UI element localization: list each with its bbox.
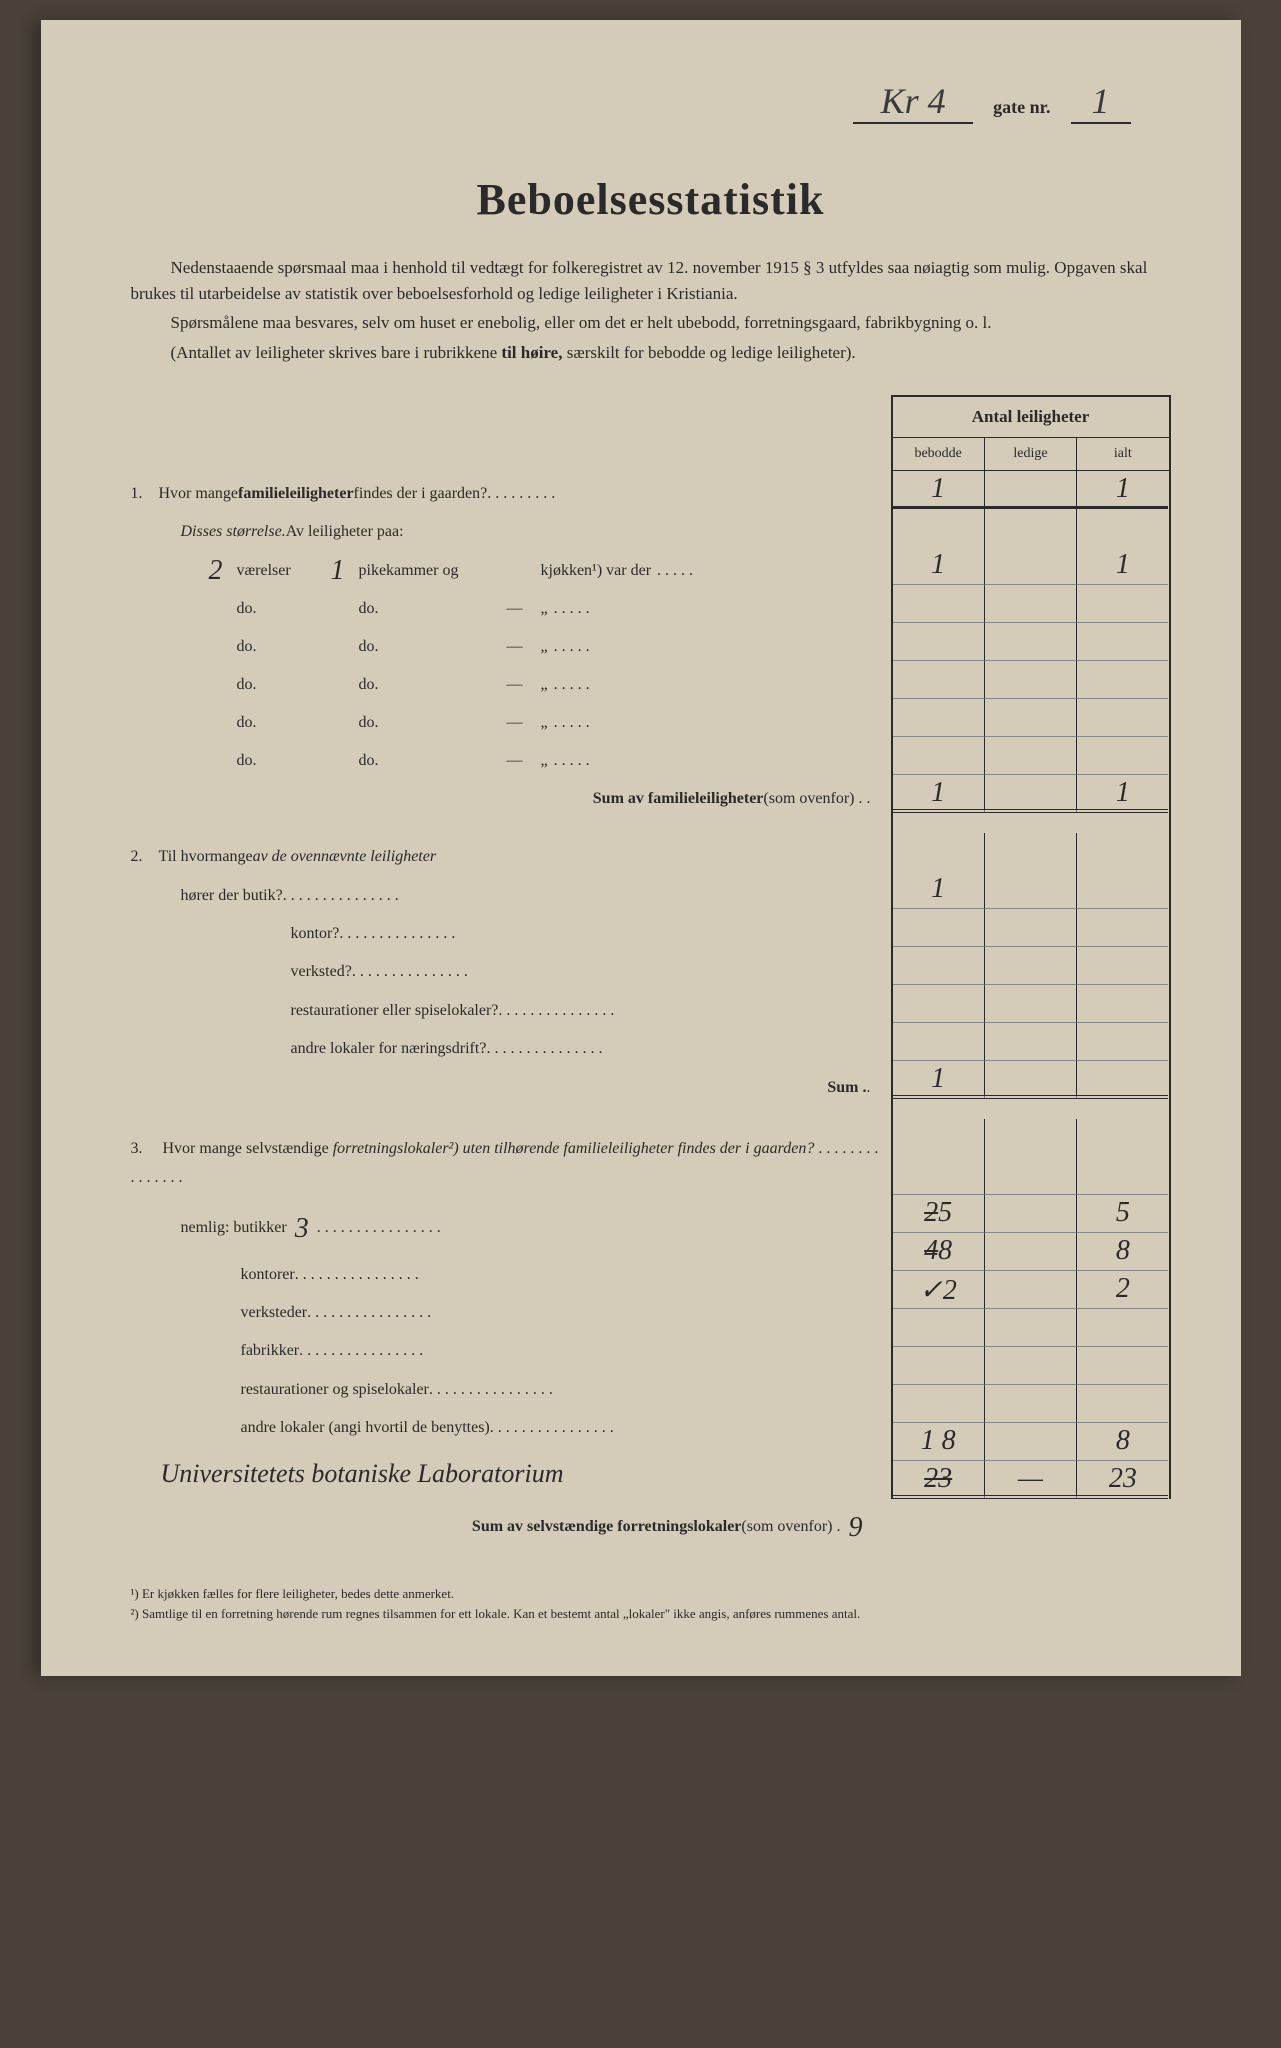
intro-p2: Spørsmålene maa besvares, selv om huset … (131, 310, 1171, 336)
data-row-sum3: 23 — 23 (891, 1461, 1171, 1499)
question-3: 3. Hvor mange selvstændige forretningslo… (131, 1127, 881, 1201)
page-title: Beboelsesstatistik (131, 174, 1171, 225)
q2-row: kontor? . . . . . . . . . . . . . . . (131, 915, 881, 953)
header-line: Kr 4 gate nr. 1 (131, 80, 1171, 124)
q2-row: verksted? . . . . . . . . . . . . . . . (131, 953, 881, 991)
data-row (891, 623, 1171, 661)
data-row: 48 8 (891, 1233, 1171, 1271)
data-row-blank (891, 1119, 1171, 1195)
data-row (891, 699, 1171, 737)
data-row (891, 585, 1171, 623)
data-row: 25 5 (891, 1195, 1171, 1233)
data-row-blank (891, 833, 1171, 871)
data-row-sum2: 1 (891, 1061, 1171, 1099)
data-row: ✓2 2 (891, 1271, 1171, 1309)
size-row: do. do. — „ . . . . . (131, 590, 881, 628)
intro-p1: Nedenstaaende spørsmaal maa i henhold ti… (131, 255, 1171, 306)
col-ialt: ialt (1077, 438, 1168, 470)
gate-label: gate nr. (993, 97, 1050, 118)
data-row (891, 1023, 1171, 1061)
data-row: 1 1 (891, 547, 1171, 585)
handwritten-note: Universitetets botaniske Laboratorium (131, 1448, 881, 1500)
data-row-blank (891, 509, 1171, 547)
size-row: do. do. — „ . . . . . (131, 628, 881, 666)
col-bebodde: bebodde (893, 438, 985, 470)
sum-1: Sum av familieleiligheter (som ovenfor) … (131, 780, 881, 818)
disses-label: Disses størrelse. Av leiligheter paa: (131, 513, 881, 551)
table-header-title: Antal leiligheter (893, 397, 1169, 438)
sum-2: Sum . . (131, 1069, 881, 1107)
table-header-cols: bebodde ledige ialt (893, 438, 1169, 470)
data-row (891, 661, 1171, 699)
intro-p3: (Antallet av leiligheter skrives bare i … (131, 340, 1171, 366)
data-row-handwritten: 1 8 8 (891, 1423, 1171, 1461)
data-row (891, 1309, 1171, 1347)
data-row (891, 909, 1171, 947)
q2-row: hører der butik? . . . . . . . . . . . .… (131, 877, 881, 915)
data-row (891, 737, 1171, 775)
document-page: Kr 4 gate nr. 1 Beboelsesstatistik Neden… (41, 20, 1241, 1676)
footnotes: ¹) Er kjøkken fælles for flere leilighet… (131, 1585, 1171, 1623)
q3-row: nemlig: butikker 3 . . . . . . . . . . .… (131, 1201, 881, 1256)
question-1: 1. Hvor mange familieleiligheter findes … (131, 475, 881, 513)
q3-row: fabrikker . . . . . . . . . . . . . . . … (131, 1332, 881, 1370)
q3-row: kontorer . . . . . . . . . . . . . . . . (131, 1256, 881, 1294)
q3-row: andre lokaler (angi hvortil de benyttes)… (131, 1409, 881, 1447)
question-2: 2. Til hvormange av de ovennævnte leilig… (131, 838, 881, 876)
main-content: 1. Hvor mange familieleiligheter findes … (131, 395, 1171, 1555)
size-row: do. do. — „ . . . . . (131, 704, 881, 742)
data-row (891, 1347, 1171, 1385)
street-name-field: Kr 4 (853, 80, 973, 124)
q2-row: restaurationer eller spiselokaler? . . .… (131, 992, 881, 1030)
size-row: do. do. — „ . . . . . (131, 742, 881, 780)
sum-3: Sum av selvstændige forretningslokaler (… (131, 1500, 881, 1555)
data-row (891, 947, 1171, 985)
intro-text: Nedenstaaende spørsmaal maa i henhold ti… (131, 255, 1171, 365)
size-row: 2 værelser 1 pikekammer og kjøkken¹) var… (131, 552, 881, 590)
data-row (891, 1385, 1171, 1423)
footnote-2: ²) Samtlige til en forretning hørende ru… (131, 1605, 1171, 1623)
data-row (891, 985, 1171, 1023)
footnote-1: ¹) Er kjøkken fælles for flere leilighet… (131, 1585, 1171, 1603)
data-column: Antal leiligheter bebodde ledige ialt 1 … (891, 395, 1171, 1555)
table-header: Antal leiligheter bebodde ledige ialt (891, 395, 1171, 471)
q3-row: verksteder . . . . . . . . . . . . . . .… (131, 1294, 881, 1332)
gate-number-field: 1 (1071, 80, 1131, 124)
q2-row: andre lokaler for næringsdrift? . . . . … (131, 1030, 881, 1068)
data-row: 1 1 (891, 471, 1171, 509)
q3-row: restaurationer og spiselokaler . . . . .… (131, 1371, 881, 1409)
data-row: 1 (891, 871, 1171, 909)
data-row-sum1: 1 1 (891, 775, 1171, 813)
col-ledige: ledige (985, 438, 1077, 470)
size-row: do. do. — „ . . . . . (131, 666, 881, 704)
questions-column: 1. Hvor mange familieleiligheter findes … (131, 395, 891, 1555)
